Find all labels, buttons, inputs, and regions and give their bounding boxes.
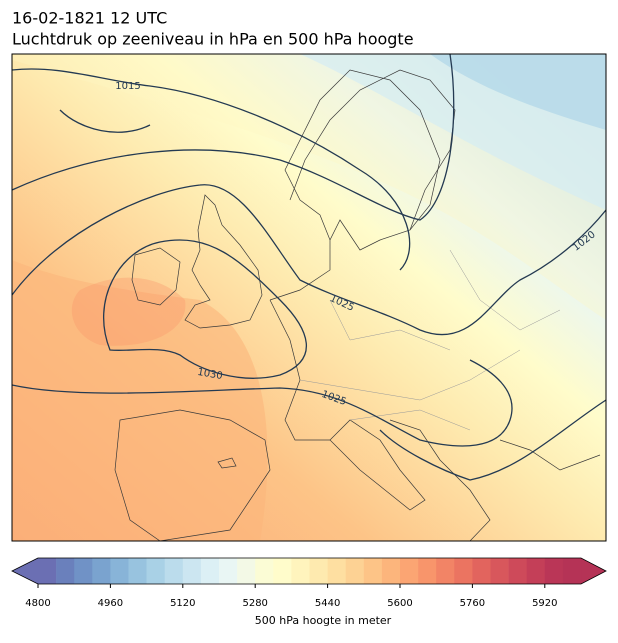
colorbar-segment (345, 558, 365, 584)
datetime: 16-02-1821 12 UTC (12, 9, 167, 28)
colorbar-tick-label: 5120 (170, 598, 195, 609)
colorbar-segment (146, 558, 165, 584)
colorbar-segment (273, 558, 292, 584)
colorbar-segment (309, 558, 328, 584)
colorbar-segment (128, 558, 147, 584)
colorbar-segment (454, 558, 473, 584)
colorbar-segment (400, 558, 419, 584)
colorbar-segment (472, 558, 491, 584)
colorbar-segment (291, 558, 310, 584)
colorbar-outline (11, 557, 607, 585)
colorbar-segment (363, 558, 383, 584)
colorbar-segment (164, 558, 184, 584)
colorbar-segment (436, 558, 455, 584)
colorbar: 4800 4960 5120 5280 5440 5600 5760 5920 (11, 557, 607, 609)
colorbar-tick-label: 4960 (98, 598, 123, 609)
colorbar-segment (56, 558, 75, 584)
colorbar-segment (110, 558, 129, 584)
map-frame (11, 53, 607, 542)
isobar-label: 1015 (115, 81, 140, 92)
colorbar-segment (526, 558, 546, 584)
colorbar-tick-label: 4800 (25, 598, 50, 609)
colorbar-segment (562, 558, 582, 584)
colorbar-extend-high (581, 558, 606, 584)
colorbar-segment (182, 558, 202, 584)
colorbar-segment (327, 558, 346, 584)
colorbar-label: 500 hPa hoogte in meter (255, 614, 392, 627)
title: Luchtdruk op zeeniveau in hPa en 500 hPa… (12, 30, 414, 49)
colorbar-segment (237, 558, 256, 584)
colorbar-tick-label: 5760 (460, 598, 485, 609)
colorbar-segment (381, 558, 401, 584)
isobar-label: 1030 (196, 367, 223, 382)
colorbar-segment (255, 558, 274, 584)
colorbar-extend-low (12, 558, 38, 584)
colorbar-tick-label: 5920 (532, 598, 557, 609)
colorbar-segment (544, 558, 564, 584)
colorbar-tick-label: 5600 (387, 598, 412, 609)
colorbar-segment (74, 558, 93, 584)
colorbar-segment (418, 558, 437, 584)
colorbar-segment (219, 558, 238, 584)
colorbar-tick-label: 5440 (315, 598, 340, 609)
colorbar-segment (490, 558, 509, 584)
colorbar-segment (92, 558, 111, 584)
colorbar-tick-label: 5280 (242, 598, 267, 609)
colorbar-segment (38, 558, 57, 584)
colorbar-segment (508, 558, 527, 584)
map: 1015 1020 1025 1030 1025 (12, 54, 606, 541)
colorbar-segment (200, 558, 220, 584)
